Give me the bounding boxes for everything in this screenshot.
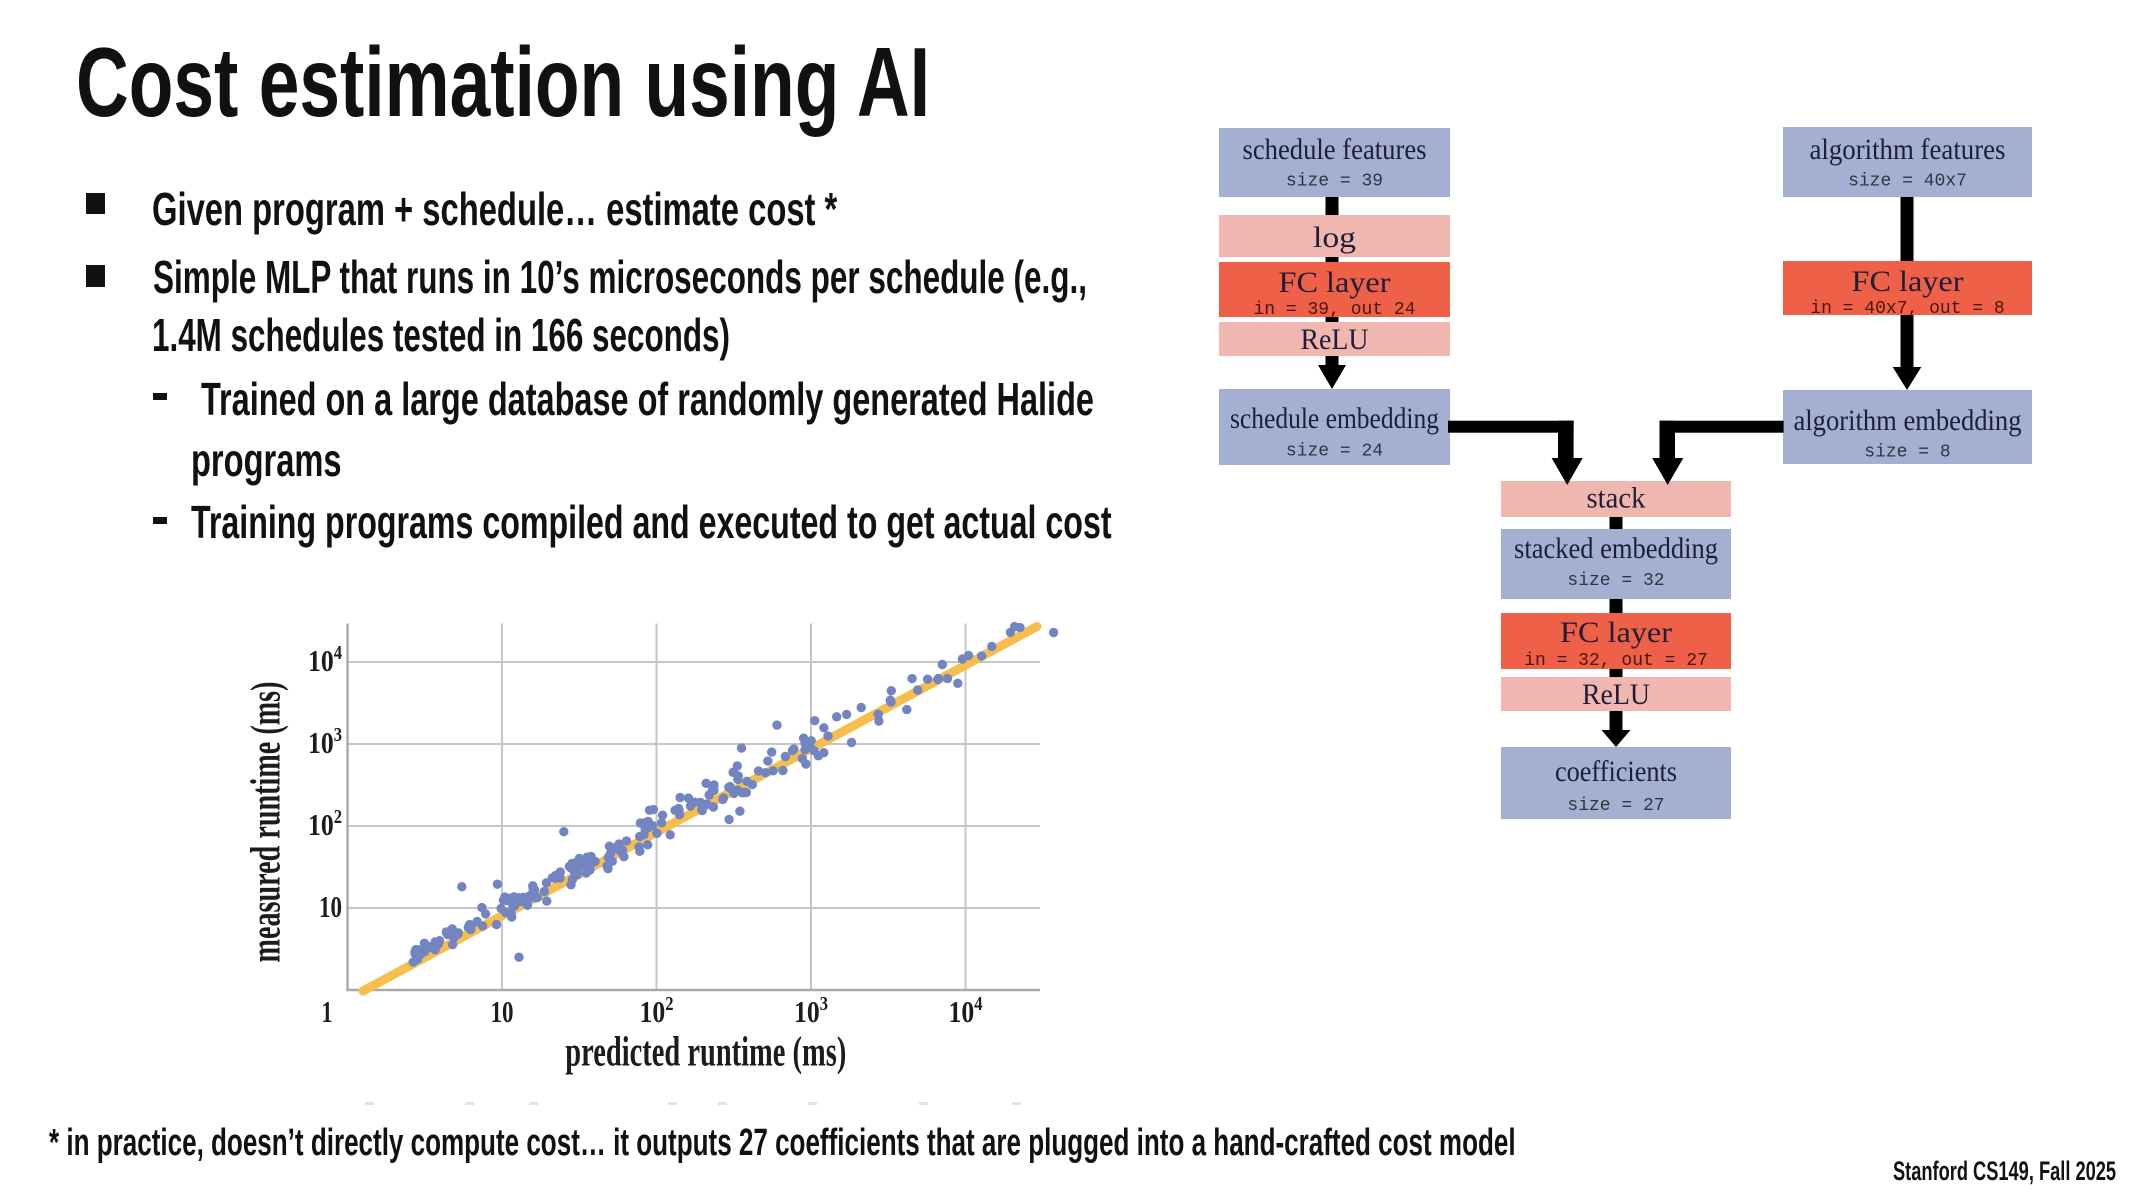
svg-text:in = 40x7, out = 8: in = 40x7, out = 8: [1810, 299, 2004, 319]
svg-text:FC layer: FC layer: [1279, 266, 1391, 299]
svg-text:log: log: [1313, 221, 1356, 254]
svg-text:schedule embedding: schedule embedding: [1230, 402, 1439, 435]
svg-text:size = 32: size = 32: [1567, 571, 1664, 591]
svg-text:stack: stack: [1587, 482, 1646, 515]
svg-text:size = 24: size = 24: [1286, 442, 1383, 462]
svg-text:coefficients: coefficients: [1555, 755, 1677, 788]
svg-text:measured runtime (ms): measured runtime (ms): [244, 682, 290, 963]
svg-text:in = 39, out 24: in = 39, out 24: [1253, 300, 1415, 320]
svg-text:in = 32, out = 27: in = 32, out = 27: [1524, 651, 1708, 671]
svg-text:1: 1: [322, 994, 333, 1029]
svg-text:FC layer: FC layer: [1560, 616, 1672, 649]
svg-text:FC layer: FC layer: [1852, 265, 1964, 298]
svg-text:algorithm embedding: algorithm embedding: [1794, 404, 2022, 437]
svg-text:size = 8: size = 8: [1864, 443, 1950, 463]
svg-text:ReLU: ReLU: [1582, 678, 1650, 711]
svg-text:102: 102: [640, 993, 674, 1029]
svg-text:ReLU: ReLU: [1301, 323, 1369, 356]
svg-text:10: 10: [491, 994, 514, 1029]
svg-text:size = 39: size = 39: [1286, 172, 1383, 192]
svg-text:predicted runtime (ms): predicted runtime (ms): [565, 1030, 846, 1076]
svg-text:stacked embedding: stacked embedding: [1514, 532, 1718, 565]
svg-text:schedule features: schedule features: [1243, 133, 1427, 166]
svg-text:size = 27: size = 27: [1567, 796, 1664, 816]
svg-text:10: 10: [319, 889, 342, 924]
svg-text:algorithm features: algorithm features: [1810, 133, 2006, 166]
svg-text:size = 40x7: size = 40x7: [1848, 172, 1967, 192]
